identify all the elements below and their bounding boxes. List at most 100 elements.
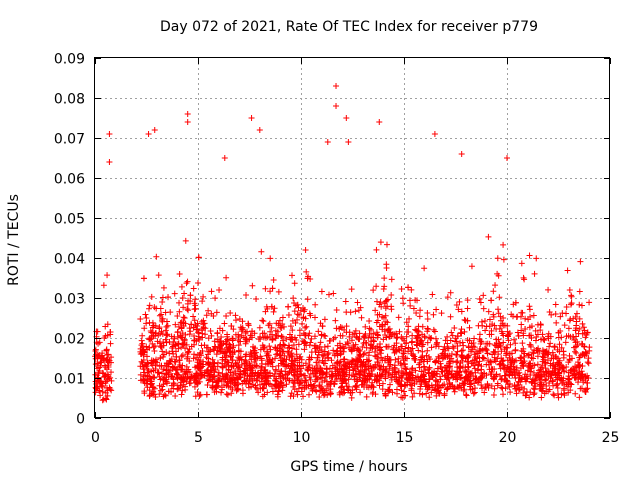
data-point bbox=[376, 119, 383, 125]
data-point bbox=[515, 370, 522, 377]
data-point bbox=[382, 373, 389, 380]
data-point bbox=[461, 316, 468, 323]
data-point bbox=[294, 301, 301, 308]
data-point bbox=[308, 335, 315, 342]
data-point bbox=[393, 340, 400, 347]
data-point bbox=[529, 380, 536, 387]
data-point bbox=[325, 382, 332, 389]
data-point bbox=[546, 386, 553, 393]
data-point bbox=[576, 394, 583, 401]
data-point bbox=[444, 354, 451, 361]
data-point bbox=[199, 334, 206, 341]
data-point bbox=[409, 393, 416, 400]
data-point bbox=[142, 311, 149, 318]
data-point bbox=[160, 381, 167, 388]
data-point bbox=[506, 354, 513, 361]
data-point bbox=[408, 387, 415, 394]
data-point bbox=[296, 312, 303, 319]
data-point bbox=[284, 348, 291, 355]
data-point bbox=[347, 389, 354, 396]
data-point bbox=[526, 394, 533, 401]
data-point bbox=[488, 327, 495, 334]
data-point bbox=[226, 341, 233, 348]
data-point bbox=[499, 330, 506, 337]
data-point bbox=[264, 348, 271, 355]
data-point bbox=[212, 384, 219, 391]
data-point bbox=[140, 348, 147, 355]
data-point bbox=[92, 389, 99, 396]
data-point bbox=[294, 391, 301, 398]
data-point bbox=[242, 370, 249, 377]
data-point bbox=[560, 348, 567, 355]
data-point bbox=[517, 354, 524, 361]
data-point bbox=[476, 296, 483, 303]
data-point bbox=[316, 370, 323, 377]
data-point bbox=[311, 333, 318, 340]
data-point bbox=[502, 372, 509, 379]
data-point bbox=[260, 318, 267, 325]
data-point bbox=[318, 347, 325, 354]
data-point bbox=[196, 359, 203, 366]
data-point bbox=[384, 355, 391, 362]
data-point bbox=[370, 287, 377, 294]
data-point bbox=[572, 390, 579, 397]
data-point bbox=[224, 358, 231, 365]
data-point bbox=[99, 388, 106, 395]
data-point bbox=[526, 252, 533, 259]
data-point bbox=[458, 151, 465, 157]
data-point bbox=[524, 375, 531, 382]
data-point bbox=[321, 316, 328, 323]
data-point bbox=[218, 389, 225, 396]
data-point bbox=[531, 380, 538, 387]
data-point bbox=[272, 377, 279, 384]
data-point bbox=[148, 378, 155, 385]
data-point bbox=[138, 342, 145, 349]
data-point bbox=[413, 309, 420, 316]
data-point bbox=[445, 375, 452, 382]
data-point bbox=[278, 333, 285, 340]
data-point bbox=[474, 355, 481, 362]
data-point bbox=[317, 374, 324, 381]
data-point bbox=[283, 362, 290, 369]
data-point bbox=[152, 362, 159, 369]
data-point bbox=[430, 326, 437, 333]
data-point bbox=[319, 357, 326, 364]
data-point bbox=[314, 354, 321, 361]
data-point bbox=[223, 312, 230, 319]
data-point bbox=[333, 83, 340, 89]
data-point bbox=[520, 274, 527, 281]
data-point bbox=[376, 373, 383, 380]
y-axis-label: ROTI / TECUs bbox=[6, 194, 22, 286]
data-point bbox=[461, 328, 468, 335]
data-point bbox=[252, 382, 259, 389]
data-point bbox=[159, 370, 166, 377]
data-point bbox=[416, 359, 423, 366]
data-point bbox=[291, 386, 298, 393]
data-point bbox=[204, 366, 211, 373]
data-point bbox=[277, 348, 284, 355]
data-point bbox=[351, 373, 358, 380]
data-point bbox=[143, 380, 150, 387]
data-point bbox=[299, 320, 306, 327]
data-point bbox=[243, 376, 250, 383]
data-point bbox=[190, 324, 197, 331]
data-point bbox=[156, 373, 163, 380]
data-point bbox=[480, 292, 487, 299]
data-point bbox=[412, 326, 419, 333]
data-point bbox=[498, 357, 505, 364]
x-tick-label: 0 bbox=[91, 430, 100, 446]
data-point bbox=[153, 356, 160, 363]
data-point bbox=[369, 371, 376, 378]
data-point bbox=[579, 373, 586, 380]
data-point bbox=[400, 300, 407, 307]
data-point bbox=[505, 337, 512, 344]
data-point bbox=[193, 380, 200, 387]
data-point bbox=[99, 397, 106, 404]
data-point bbox=[205, 360, 212, 367]
data-point bbox=[457, 339, 464, 346]
data-point bbox=[429, 291, 436, 298]
data-point bbox=[143, 343, 150, 350]
data-point bbox=[327, 391, 334, 398]
data-point bbox=[227, 309, 234, 316]
data-point bbox=[421, 363, 428, 370]
